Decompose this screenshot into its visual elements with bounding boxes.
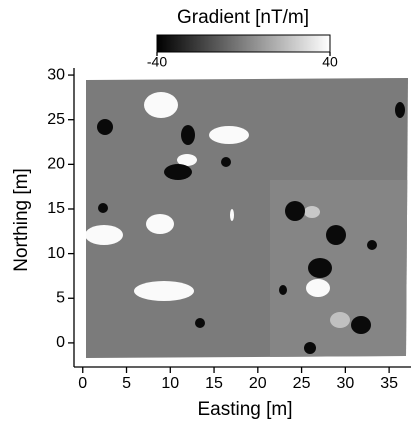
- x-tick-label: 25: [293, 375, 311, 392]
- gradient-map: [86, 78, 408, 358]
- x-tick-label: 20: [249, 375, 267, 392]
- x-tick-label: 15: [205, 375, 223, 392]
- colorbar-tick-label: -40: [147, 54, 167, 70]
- x-tick-label: 10: [161, 375, 179, 392]
- x-tick-label: 35: [380, 375, 398, 392]
- y-tick-label: 5: [56, 289, 65, 306]
- y-axis-title: Northing [m]: [11, 168, 32, 271]
- colorbar: [156, 34, 331, 53]
- x-tick-label: 0: [78, 375, 87, 392]
- y-tick-label: 0: [56, 334, 65, 351]
- colorbar-tick-label: 40: [322, 54, 338, 70]
- x-tick-label: 5: [122, 375, 131, 392]
- y-tick-label: 30: [47, 66, 65, 83]
- y-tick-label: 15: [47, 200, 65, 217]
- x-tick-label: 30: [336, 375, 354, 392]
- y-tick-label: 10: [47, 245, 65, 262]
- y-tick-label: 20: [47, 156, 65, 173]
- colorbar-label: Gradient [nT/m]: [177, 7, 309, 28]
- x-axis-title: Easting [m]: [197, 399, 292, 420]
- y-tick-label: 25: [47, 111, 65, 128]
